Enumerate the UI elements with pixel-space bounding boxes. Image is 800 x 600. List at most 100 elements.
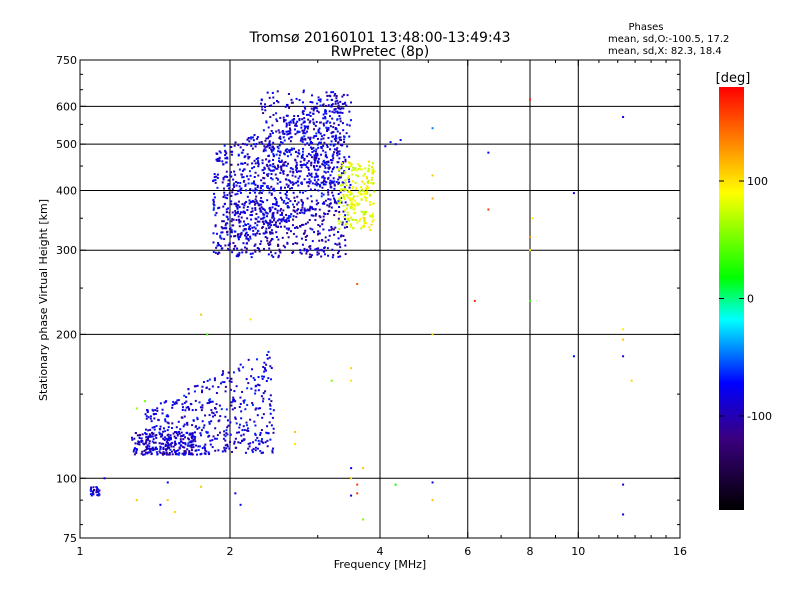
data-point xyxy=(251,207,254,210)
data-point xyxy=(275,177,278,180)
data-point xyxy=(255,407,258,410)
data-point xyxy=(222,372,225,375)
data-point xyxy=(315,164,318,167)
data-point xyxy=(187,442,190,445)
data-point xyxy=(250,211,253,214)
data-point xyxy=(310,172,313,175)
data-point xyxy=(161,408,164,411)
data-point xyxy=(258,220,261,223)
data-point xyxy=(319,104,322,107)
data-point xyxy=(224,390,227,393)
data-point xyxy=(364,213,367,216)
data-point xyxy=(260,217,263,220)
data-point xyxy=(269,404,272,407)
data-point xyxy=(251,450,254,453)
data-point xyxy=(257,159,260,162)
data-point xyxy=(248,191,251,194)
data-point xyxy=(223,175,226,178)
data-point xyxy=(188,453,191,456)
data-point xyxy=(158,450,161,453)
data-point xyxy=(327,126,330,129)
data-point xyxy=(182,453,185,456)
data-point xyxy=(208,401,211,404)
data-point xyxy=(279,135,282,138)
data-point xyxy=(322,160,325,163)
data-point xyxy=(191,432,194,435)
data-point xyxy=(275,201,278,204)
data-point xyxy=(318,208,321,211)
data-point xyxy=(163,401,166,404)
data-point xyxy=(221,227,224,230)
data-point xyxy=(371,215,374,218)
data-point xyxy=(224,224,227,227)
data-point xyxy=(309,120,312,123)
data-point xyxy=(270,177,273,180)
data-point xyxy=(224,149,227,152)
data-point xyxy=(216,434,219,437)
data-point xyxy=(263,367,266,370)
data-point xyxy=(130,436,133,439)
data-point xyxy=(343,226,346,229)
data-point xyxy=(221,450,224,453)
data-point xyxy=(244,184,247,187)
data-point xyxy=(572,192,575,195)
data-point xyxy=(529,235,531,238)
data-point xyxy=(297,201,300,204)
data-point xyxy=(330,140,333,143)
data-point xyxy=(630,379,633,382)
data-point xyxy=(288,150,291,153)
data-point xyxy=(204,449,207,452)
data-point xyxy=(306,197,309,200)
data-point xyxy=(159,425,162,428)
data-point xyxy=(89,488,92,491)
data-point xyxy=(337,123,340,126)
data-point xyxy=(144,428,147,431)
data-point xyxy=(300,137,303,140)
data-point xyxy=(262,375,265,378)
data-point xyxy=(282,132,285,135)
data-point xyxy=(327,128,330,131)
data-point xyxy=(220,231,223,234)
data-point xyxy=(257,229,260,232)
data-point xyxy=(572,355,575,358)
data-point xyxy=(212,232,215,235)
data-point xyxy=(250,182,253,185)
data-point xyxy=(149,428,152,431)
data-point xyxy=(276,219,279,222)
data-point xyxy=(302,138,305,141)
data-point xyxy=(280,218,283,221)
data-point xyxy=(236,431,239,434)
data-point xyxy=(251,210,254,213)
data-point xyxy=(231,450,234,453)
data-point xyxy=(354,199,357,202)
data-point xyxy=(176,399,179,402)
data-point xyxy=(237,215,240,218)
data-point xyxy=(219,245,222,248)
data-point xyxy=(343,170,346,173)
data-point xyxy=(301,156,304,159)
data-point xyxy=(269,221,272,224)
data-point xyxy=(155,436,158,439)
data-point xyxy=(213,196,216,199)
data-point xyxy=(214,437,217,440)
data-point xyxy=(272,96,275,99)
data-point xyxy=(145,415,148,418)
data-point xyxy=(305,181,308,184)
data-point xyxy=(249,418,252,421)
data-point xyxy=(333,184,336,187)
data-point xyxy=(284,178,287,181)
data-point xyxy=(302,132,305,135)
data-point xyxy=(266,237,269,240)
data-point xyxy=(317,168,320,171)
data-point xyxy=(234,193,237,196)
data-point xyxy=(349,223,352,226)
data-point xyxy=(317,178,320,181)
data-point xyxy=(245,378,248,381)
data-point xyxy=(255,189,258,192)
data-point xyxy=(242,242,245,245)
data-point xyxy=(260,191,263,194)
data-point xyxy=(346,145,349,148)
data-point xyxy=(214,427,217,430)
data-point xyxy=(296,226,299,229)
data-point xyxy=(136,434,139,437)
